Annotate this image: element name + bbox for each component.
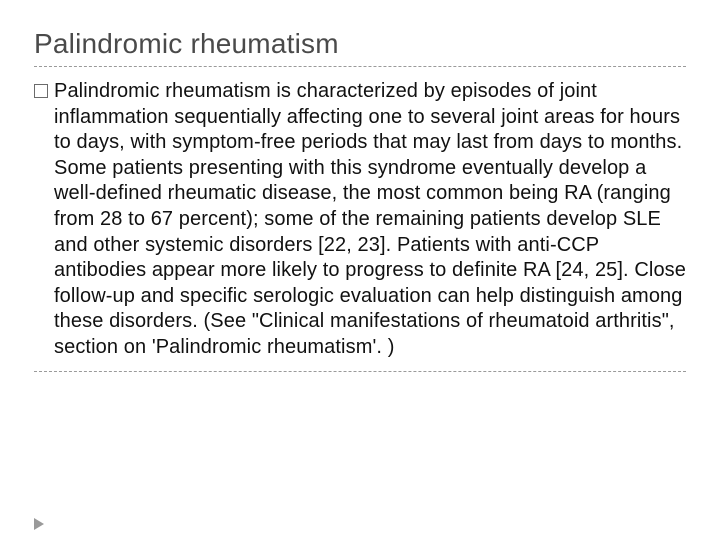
title-divider — [34, 66, 686, 67]
slide-title: Palindromic rheumatism — [34, 28, 686, 60]
slide: Palindromic rheumatism Palindromic rheum… — [0, 0, 720, 540]
bottom-divider — [34, 371, 686, 372]
square-bullet-icon — [34, 84, 48, 98]
body-wrap: Palindromic rheumatism is characterized … — [34, 79, 686, 361]
arrow-right-icon — [34, 518, 44, 530]
slide-body-text: Palindromic rheumatism is characterized … — [54, 79, 686, 361]
